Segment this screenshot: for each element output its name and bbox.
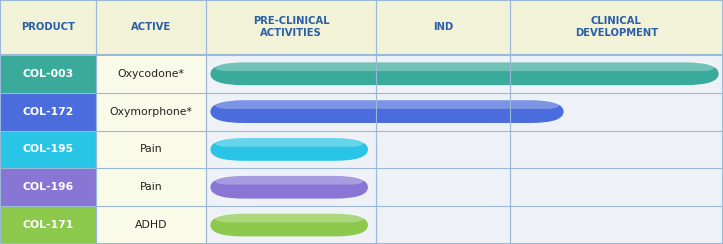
Text: COL-172: COL-172 — [22, 107, 74, 117]
FancyBboxPatch shape — [210, 214, 368, 236]
FancyBboxPatch shape — [215, 214, 364, 222]
FancyBboxPatch shape — [215, 62, 714, 71]
Bar — [510, 168, 723, 206]
Bar — [96, 168, 206, 206]
Text: COL-003: COL-003 — [22, 69, 74, 79]
Text: Pain: Pain — [140, 144, 163, 154]
Bar — [510, 93, 723, 131]
Text: PRE-CLINICAL
ACTIVITIES: PRE-CLINICAL ACTIVITIES — [253, 16, 329, 39]
Bar — [0, 131, 96, 168]
Text: COL-171: COL-171 — [22, 220, 74, 230]
Text: Oxycodone*: Oxycodone* — [118, 69, 184, 79]
Bar — [206, 206, 376, 244]
Bar — [376, 168, 510, 206]
Bar — [0, 55, 96, 93]
Bar — [510, 131, 723, 168]
Bar — [206, 131, 376, 168]
Bar — [0, 168, 96, 206]
Bar — [96, 206, 206, 244]
Text: Pain: Pain — [140, 182, 163, 192]
Bar — [376, 55, 510, 93]
Text: ADHD: ADHD — [135, 220, 167, 230]
Bar — [206, 93, 376, 131]
Bar — [96, 131, 206, 168]
Bar — [510, 55, 723, 93]
Bar — [0, 0, 723, 55]
FancyBboxPatch shape — [210, 100, 564, 123]
FancyBboxPatch shape — [210, 176, 368, 199]
Bar — [206, 168, 376, 206]
FancyBboxPatch shape — [215, 176, 364, 184]
Text: Oxymorphone*: Oxymorphone* — [110, 107, 192, 117]
Bar — [0, 93, 96, 131]
FancyBboxPatch shape — [210, 62, 719, 85]
FancyBboxPatch shape — [215, 138, 364, 147]
Text: COL-195: COL-195 — [22, 144, 74, 154]
Bar — [0, 206, 96, 244]
Text: COL-196: COL-196 — [22, 182, 74, 192]
FancyBboxPatch shape — [210, 138, 368, 161]
Bar — [96, 55, 206, 93]
Text: IND: IND — [432, 22, 453, 32]
Bar — [376, 93, 510, 131]
Bar — [376, 206, 510, 244]
Text: PRODUCT: PRODUCT — [21, 22, 75, 32]
Text: ACTIVE: ACTIVE — [131, 22, 171, 32]
Bar — [206, 55, 376, 93]
Bar — [510, 206, 723, 244]
Bar — [96, 93, 206, 131]
Text: CLINICAL
DEVELOPMENT: CLINICAL DEVELOPMENT — [575, 16, 658, 39]
FancyBboxPatch shape — [215, 100, 560, 109]
Bar — [376, 131, 510, 168]
